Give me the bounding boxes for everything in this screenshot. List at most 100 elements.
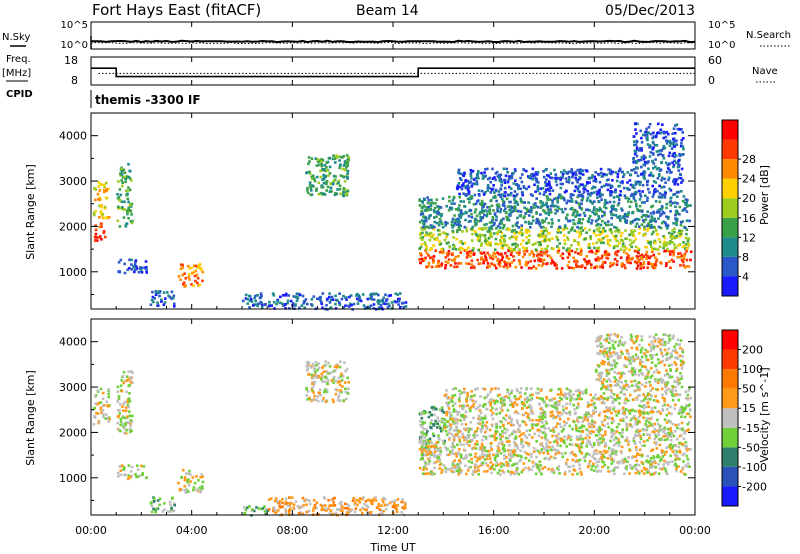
power-cell (469, 209, 473, 212)
velocity-cell (585, 428, 588, 431)
power-cell (345, 193, 348, 197)
velocity-cell (324, 507, 328, 511)
velocity-cell (124, 422, 127, 425)
power-cell (486, 212, 489, 216)
velocity-cell (431, 406, 435, 409)
power-cell (614, 230, 617, 233)
power-cell (632, 240, 636, 243)
power-cell (646, 229, 649, 232)
velocity-cell (553, 397, 556, 400)
power-cell (574, 259, 578, 262)
power-cell (610, 172, 613, 176)
velocity-cell (500, 465, 503, 468)
power-cell (650, 245, 653, 249)
velocity-cell (337, 394, 341, 397)
power-cell (318, 298, 322, 301)
power-cell (427, 217, 431, 220)
velocity-cell (116, 399, 119, 402)
velocity-cell (494, 399, 498, 402)
power-cell (532, 203, 536, 206)
power-cell (127, 186, 130, 189)
velocity-cell (468, 444, 471, 447)
velocity-cell (445, 413, 448, 417)
velocity-cell (101, 391, 105, 395)
velocity-cell (635, 396, 639, 399)
velocity-cell (602, 396, 605, 400)
power-cell (521, 246, 525, 249)
power-cell (642, 262, 646, 266)
power-cell (593, 175, 596, 179)
power-cell (335, 182, 339, 185)
power-cell (525, 242, 528, 245)
velocity-cell (684, 446, 688, 450)
power-cell (343, 180, 347, 183)
velocity-cell (623, 413, 626, 416)
power-cell (490, 262, 493, 265)
noise-panel: 10^5 10^0 10^5 10^0 (61, 20, 736, 51)
velocity-cell (321, 366, 324, 369)
power-cell (242, 299, 245, 303)
velocity-cell (325, 370, 329, 374)
power-cell (612, 196, 616, 199)
velocity-cell (429, 470, 433, 474)
velocity-cell (426, 453, 430, 456)
power-cell (624, 213, 628, 217)
velocity-cell (687, 428, 690, 431)
velocity-cell (431, 408, 435, 411)
power-cell (311, 177, 314, 181)
power-cell (474, 177, 478, 180)
velocity-cell (347, 380, 351, 384)
velocity-cell (653, 459, 657, 463)
velocity-cell (434, 422, 438, 425)
power-cell (453, 259, 456, 263)
power-cell (527, 201, 530, 204)
power-cell (523, 206, 526, 210)
power-cell (461, 230, 464, 233)
power-cell (498, 179, 502, 183)
power-cell (358, 295, 361, 299)
power-cell (538, 222, 542, 225)
power-cell (606, 234, 609, 238)
power-cell (590, 192, 594, 195)
velocity-cell (168, 510, 172, 514)
power-colorbar-tick-label: 24 (742, 173, 756, 186)
power-cell (605, 256, 608, 260)
power-cell (563, 242, 567, 246)
velocity-cell (596, 438, 599, 442)
velocity-cell (568, 470, 571, 473)
velocity-cell (437, 419, 441, 422)
power-cell (435, 221, 439, 225)
power-cell (593, 186, 597, 189)
power-cell (652, 210, 655, 214)
velocity-cell (327, 372, 330, 375)
power-cell (496, 259, 499, 262)
power-cell (421, 231, 424, 235)
velocity-cell (466, 394, 469, 398)
velocity-cell (457, 473, 461, 476)
velocity-cell (499, 437, 502, 441)
velocity-cell (388, 501, 392, 505)
power-cell (570, 170, 573, 173)
velocity-cell (270, 497, 273, 500)
power-cell (516, 216, 519, 220)
power-cell (649, 262, 652, 266)
velocity-cell (444, 393, 448, 396)
power-cell (575, 263, 578, 266)
power-cell (473, 220, 477, 223)
power-cell (581, 218, 585, 221)
velocity-cell (277, 501, 280, 505)
power-cell (590, 176, 593, 179)
power-cell (615, 195, 619, 198)
power-cell (284, 307, 287, 310)
power-cell (388, 304, 391, 307)
power-cell (504, 211, 508, 215)
power-cell (631, 256, 634, 260)
velocity-cell (651, 387, 655, 390)
power-cell (678, 154, 682, 158)
cpid-text: themis -3300 IF (95, 93, 201, 107)
power-cell (464, 218, 467, 222)
power-cell (550, 247, 554, 250)
velocity-cell (593, 450, 596, 453)
power-cell (560, 267, 564, 270)
power-cell (682, 264, 685, 267)
